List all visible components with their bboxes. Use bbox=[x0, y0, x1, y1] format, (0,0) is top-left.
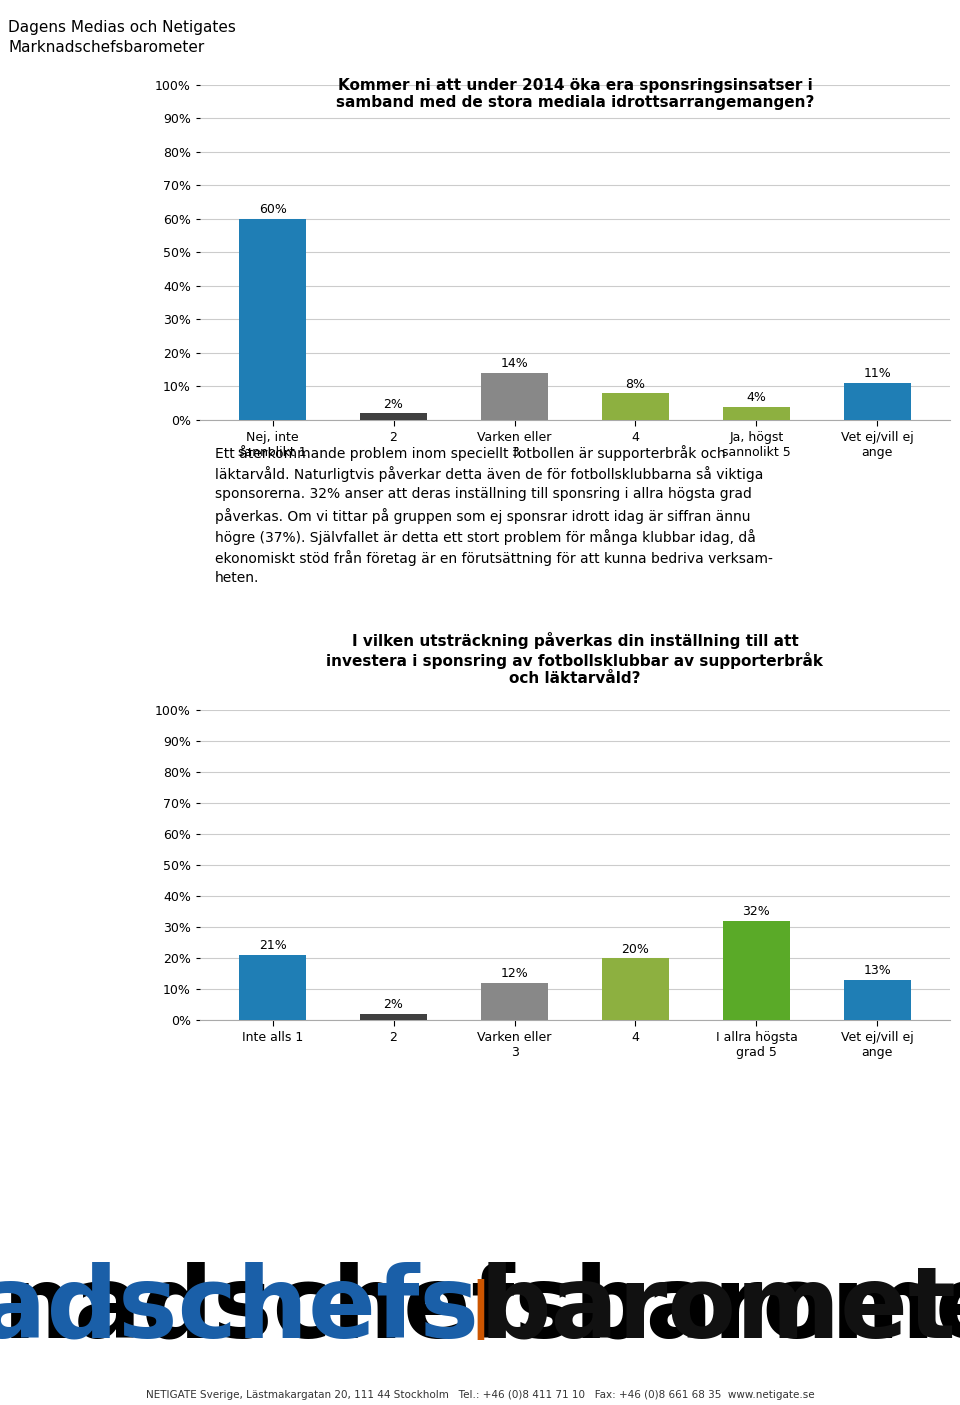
Text: 11%: 11% bbox=[864, 368, 891, 381]
Text: 4%: 4% bbox=[747, 391, 766, 403]
Bar bbox=[602, 393, 669, 420]
Text: läktarvåld. Naturligtvis påverkar detta även de för fotbollsklubbarna så viktiga: läktarvåld. Naturligtvis påverkar detta … bbox=[215, 466, 763, 482]
Bar bbox=[844, 979, 911, 1020]
Text: |: | bbox=[469, 1280, 491, 1340]
Text: sponsorerna. 32% anser att deras inställning till sponsring i allra högsta grad: sponsorerna. 32% anser att deras inställ… bbox=[215, 488, 752, 502]
Bar bbox=[844, 384, 911, 420]
Text: Dagens Medias och Netigates: Dagens Medias och Netigates bbox=[8, 20, 236, 35]
Text: I vilken utsträckning påverkas din inställning till att
investera i sponsring av: I vilken utsträckning påverkas din instä… bbox=[326, 632, 824, 686]
Bar bbox=[723, 406, 790, 420]
Text: 20%: 20% bbox=[621, 943, 649, 955]
Bar bbox=[481, 983, 548, 1020]
Text: Marknadschefsbarometer: Marknadschefsbarometer bbox=[8, 39, 204, 55]
Text: 21%: 21% bbox=[258, 940, 286, 953]
Text: 13%: 13% bbox=[864, 964, 891, 978]
Text: Marknadschefsbarometern: Marknadschefsbarometern bbox=[0, 1262, 960, 1359]
Bar bbox=[239, 219, 306, 420]
Bar bbox=[723, 920, 790, 1020]
Text: 32%: 32% bbox=[743, 905, 770, 919]
Text: 2%: 2% bbox=[384, 398, 403, 410]
Bar bbox=[239, 955, 306, 1020]
Text: 60%: 60% bbox=[258, 204, 286, 216]
Text: 14%: 14% bbox=[501, 357, 528, 371]
Text: 2%: 2% bbox=[384, 999, 403, 1012]
Text: heten.: heten. bbox=[215, 570, 259, 584]
Text: 12%: 12% bbox=[501, 967, 528, 981]
Text: Kommer ni att under 2014 öka era sponsringsinsatser i
samband med de stora media: Kommer ni att under 2014 öka era sponsri… bbox=[336, 79, 814, 111]
Text: 8%: 8% bbox=[626, 378, 645, 391]
Bar bbox=[360, 413, 427, 420]
Text: Marknadschefs: Marknadschefs bbox=[0, 1262, 480, 1359]
Bar bbox=[360, 1014, 427, 1020]
Bar bbox=[481, 374, 548, 420]
Text: barometern: barometern bbox=[480, 1262, 960, 1359]
Text: ekonomiskt stöd från företag är en förutsättning för att kunna bedriva verksam-: ekonomiskt stöd från företag är en förut… bbox=[215, 549, 773, 566]
Bar bbox=[602, 958, 669, 1020]
Text: NETIGATE Sverige, Lästmakargatan 20, 111 44 Stockholm   Tel.: +46 (0)8 411 71 10: NETIGATE Sverige, Lästmakargatan 20, 111… bbox=[146, 1390, 814, 1399]
Text: Ett återkommande problem inom speciellt fotbollen är supporterbråk och: Ett återkommande problem inom speciellt … bbox=[215, 445, 726, 461]
Text: påverkas. Om vi tittar på gruppen som ej sponsrar idrott idag är siffran ännu: påverkas. Om vi tittar på gruppen som ej… bbox=[215, 509, 751, 524]
Text: högre (37%). Självfallet är detta ett stort problem för många klubbar idag, då: högre (37%). Självfallet är detta ett st… bbox=[215, 530, 756, 545]
